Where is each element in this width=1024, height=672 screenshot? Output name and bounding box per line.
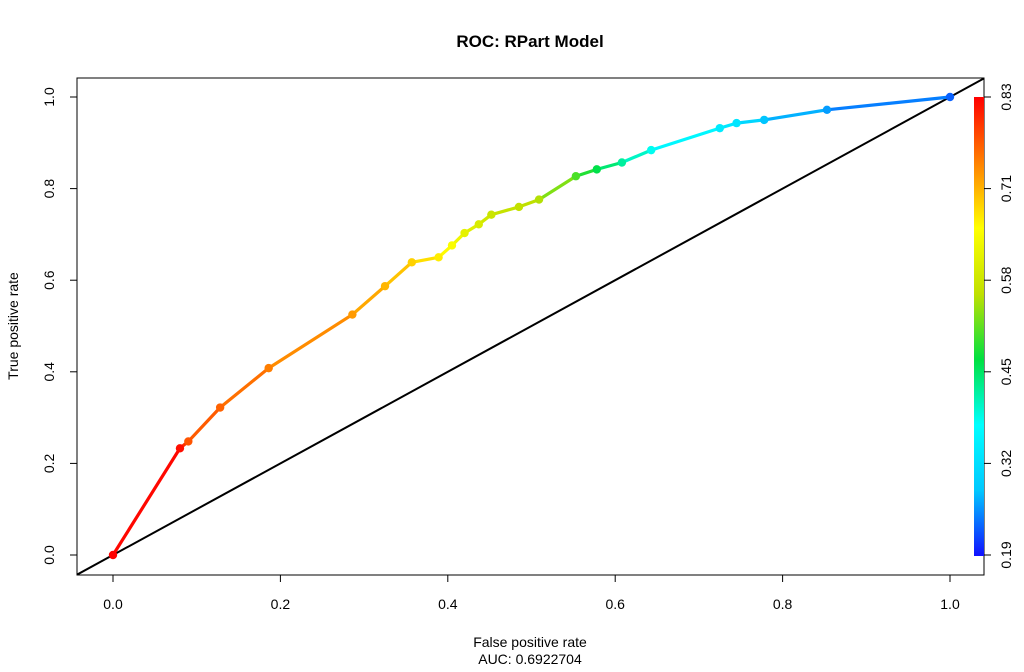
roc-segment [734, 118, 766, 125]
roc-segment [825, 95, 952, 112]
y-tick-label: 0.6 [41, 270, 57, 290]
roc-point [184, 437, 193, 446]
roc-point [264, 363, 273, 373]
roc-point [571, 172, 581, 181]
y-tick-label: 0.0 [41, 545, 57, 565]
colorbar-tick-label: 0.83 [998, 83, 1014, 110]
auc-label: AUC: 0.6922704 [478, 651, 582, 667]
y-tick-label: 0.4 [41, 362, 57, 382]
roc-point [592, 165, 601, 174]
roc-segment [350, 284, 387, 317]
x-tick-label: 0.4 [438, 596, 458, 612]
y-tick-label: 1.0 [41, 87, 57, 107]
roc-segment [649, 126, 722, 152]
roc-point [407, 258, 417, 267]
roc-point [474, 220, 483, 229]
x-tick-label: 0.8 [773, 596, 793, 612]
roc-points [108, 92, 955, 560]
roc-curve [111, 95, 952, 557]
roc-point [447, 241, 457, 250]
roc-segment [218, 366, 271, 410]
roc-point [434, 253, 443, 262]
roc-segment [111, 446, 182, 557]
roc-point [534, 195, 544, 204]
x-tick-label: 0.2 [271, 596, 291, 612]
x-tick-label: 1.0 [940, 596, 960, 612]
roc-point [514, 202, 524, 212]
roc-segment [383, 260, 414, 288]
roc-point [487, 210, 496, 219]
roc-point [348, 310, 357, 319]
roc-point [646, 145, 656, 155]
roc-point [822, 105, 832, 115]
x-axis-label: False positive rate [473, 634, 587, 650]
y-axis: 0.0 0.2 0.4 0.6 0.8 1.0 [41, 87, 77, 565]
roc-segment [267, 312, 354, 370]
roc-segment [489, 205, 521, 217]
y-tick-label: 0.2 [41, 453, 57, 473]
roc-point [175, 444, 185, 453]
roc-point [759, 115, 769, 125]
roc-point [617, 158, 627, 167]
roc-point [732, 118, 741, 128]
roc-segment [410, 255, 441, 264]
roc-segment [620, 148, 653, 165]
x-axis: 0.0 0.2 0.4 0.6 0.8 1.0 [103, 575, 960, 612]
colorbar [974, 97, 984, 556]
roc-point [460, 228, 469, 238]
roc-point [215, 403, 225, 412]
roc-point [108, 550, 118, 560]
colorbar-tick-label: 0.58 [998, 266, 1014, 293]
roc-segment [186, 405, 222, 444]
y-tick-label: 0.8 [41, 179, 57, 199]
colorbar-tick-label: 0.71 [998, 175, 1014, 202]
colorbar-tick-label: 0.32 [998, 450, 1014, 477]
roc-segment [537, 174, 578, 202]
roc-point [945, 92, 955, 102]
y-axis-label: True positive rate [5, 272, 21, 380]
roc-point [380, 281, 390, 291]
colorbar-tick-label: 0.45 [998, 358, 1014, 385]
x-tick-label: 0.0 [103, 596, 123, 612]
diagonal-reference-line [77, 78, 984, 575]
x-tick-label: 0.6 [605, 596, 625, 612]
chart-title: ROC: RPart Model [456, 32, 603, 51]
roc-segment [595, 160, 624, 171]
colorbar-tick-label: 0.19 [998, 541, 1014, 568]
roc-segment [762, 108, 829, 122]
colorbar-axis: 0.19 0.32 0.45 0.58 0.71 0.83 [984, 83, 1014, 569]
roc-point [715, 123, 725, 133]
